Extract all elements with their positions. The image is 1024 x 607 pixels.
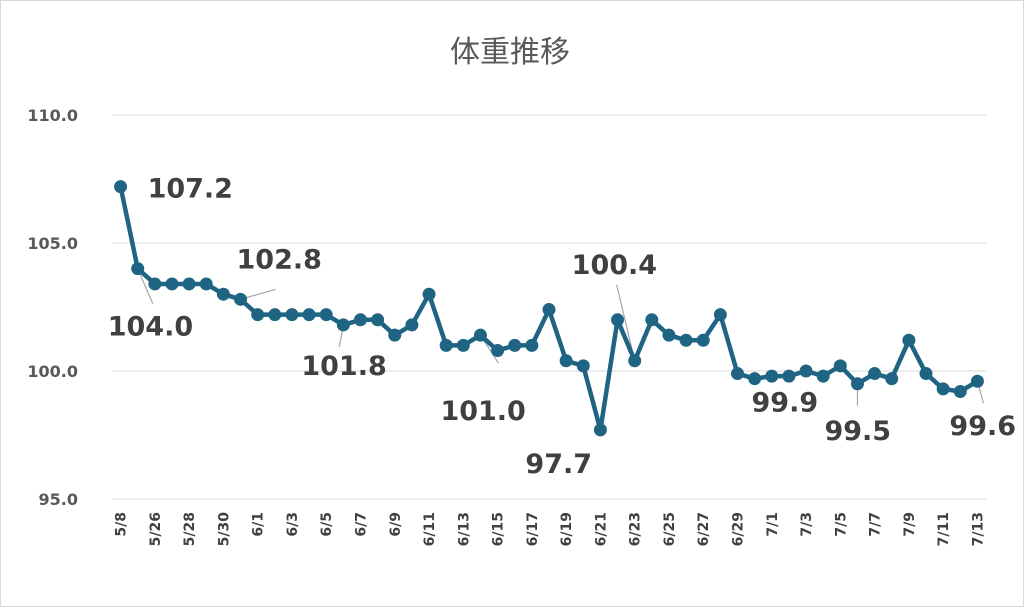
y-tick-label: 110.0 xyxy=(27,106,78,125)
data-point xyxy=(234,292,248,306)
data-label: 99.9 xyxy=(752,388,819,419)
data-label: 102.8 xyxy=(237,244,322,275)
x-tick-label: 5/8 xyxy=(114,512,130,537)
data-point xyxy=(405,318,419,332)
x-tick-label: 6/17 xyxy=(525,512,541,546)
data-point xyxy=(902,333,916,347)
data-point xyxy=(662,328,676,342)
data-point xyxy=(799,364,813,378)
x-tick-label: 7/3 xyxy=(799,512,815,537)
data-point xyxy=(251,308,265,322)
data-point xyxy=(611,313,625,327)
x-tick-label: 6/13 xyxy=(456,512,472,546)
x-tick-label: 7/5 xyxy=(833,512,849,537)
data-point xyxy=(936,382,950,396)
data-point xyxy=(731,367,745,381)
x-tick-label: 6/3 xyxy=(285,512,301,537)
data-point xyxy=(182,277,196,291)
data-point xyxy=(165,277,179,291)
x-tick-label: 7/7 xyxy=(868,512,884,537)
x-tick-label: 6/25 xyxy=(662,512,678,546)
x-tick-label: 6/19 xyxy=(559,512,575,546)
data-point xyxy=(456,338,470,352)
data-point xyxy=(696,333,710,347)
x-tick-label: 6/11 xyxy=(422,512,438,546)
y-axis-tick-labels: 95.0 100.0 105.0 110.0 xyxy=(27,106,78,509)
data-point xyxy=(970,374,984,388)
data-point xyxy=(268,308,282,322)
data-point xyxy=(439,338,453,352)
data-point xyxy=(850,377,864,391)
y-tick-label: 95.0 xyxy=(39,490,78,509)
data-point xyxy=(953,384,967,398)
data-point xyxy=(679,333,693,347)
data-point xyxy=(302,308,316,322)
y-tick-label: 100.0 xyxy=(27,362,78,381)
y-tick-label: 105.0 xyxy=(27,234,78,253)
data-label: 101.0 xyxy=(440,396,525,427)
x-tick-label: 6/29 xyxy=(731,512,747,546)
data-point xyxy=(833,359,847,373)
data-point xyxy=(525,338,539,352)
x-tick-label: 7/1 xyxy=(765,512,781,537)
x-tick-label: 6/15 xyxy=(491,512,507,546)
data-point xyxy=(114,180,128,194)
data-point xyxy=(388,328,402,342)
data-point xyxy=(508,338,522,352)
data-point xyxy=(748,372,762,386)
data-label: 99.5 xyxy=(824,416,891,447)
data-point xyxy=(542,303,556,317)
chart-title: 体重推移 xyxy=(450,35,570,70)
data-point xyxy=(216,287,230,301)
data-point xyxy=(491,344,505,358)
data-point xyxy=(353,313,367,327)
data-point xyxy=(765,369,779,383)
x-axis-tick-labels: 5/8 5/26 5/28 5/30 6/1 6/3 6/5 6/7 6/9 6/11 6/13 6/… xyxy=(114,512,987,547)
x-tick-label: 7/11 xyxy=(936,512,952,546)
data-label: 107.2 xyxy=(148,174,233,205)
data-label: 101.8 xyxy=(301,351,386,382)
data-point xyxy=(131,262,145,276)
data-points xyxy=(114,180,984,437)
data-point xyxy=(782,369,796,383)
data-point xyxy=(319,308,333,322)
data-point xyxy=(371,313,385,327)
x-tick-label: 6/5 xyxy=(319,512,335,537)
data-labels: 107.2104.0102.8101.8101.097.7100.499.999… xyxy=(108,174,1016,480)
x-tick-label: 6/7 xyxy=(353,512,369,537)
data-point xyxy=(148,277,162,291)
x-tick-label: 5/30 xyxy=(216,512,232,547)
data-point xyxy=(628,354,642,368)
data-point xyxy=(593,423,607,437)
data-point xyxy=(285,308,299,322)
x-tick-label: 5/26 xyxy=(148,512,164,546)
data-point xyxy=(645,313,659,327)
data-point xyxy=(422,287,436,301)
x-tick-label: 7/9 xyxy=(902,512,918,537)
x-tick-label: 6/1 xyxy=(251,512,267,537)
x-tick-label: 6/9 xyxy=(388,512,404,537)
data-point xyxy=(576,359,590,373)
data-point xyxy=(713,308,727,322)
x-tick-label: 6/21 xyxy=(593,512,609,546)
data-point xyxy=(816,369,830,383)
x-tick-label: 7/13 xyxy=(970,512,986,546)
data-point xyxy=(559,354,573,368)
x-tick-label: 5/28 xyxy=(182,512,198,546)
x-tick-label: 6/27 xyxy=(696,512,712,546)
data-point xyxy=(868,367,882,381)
data-label: 104.0 xyxy=(108,312,193,343)
data-point xyxy=(919,367,933,381)
data-point xyxy=(336,318,350,332)
data-point xyxy=(199,277,213,291)
data-label: 100.4 xyxy=(572,250,657,281)
data-label: 99.6 xyxy=(949,411,1016,442)
x-tick-label: 6/23 xyxy=(628,512,644,546)
data-point xyxy=(885,372,899,386)
data-point xyxy=(473,328,487,342)
data-label: 97.7 xyxy=(525,449,592,480)
